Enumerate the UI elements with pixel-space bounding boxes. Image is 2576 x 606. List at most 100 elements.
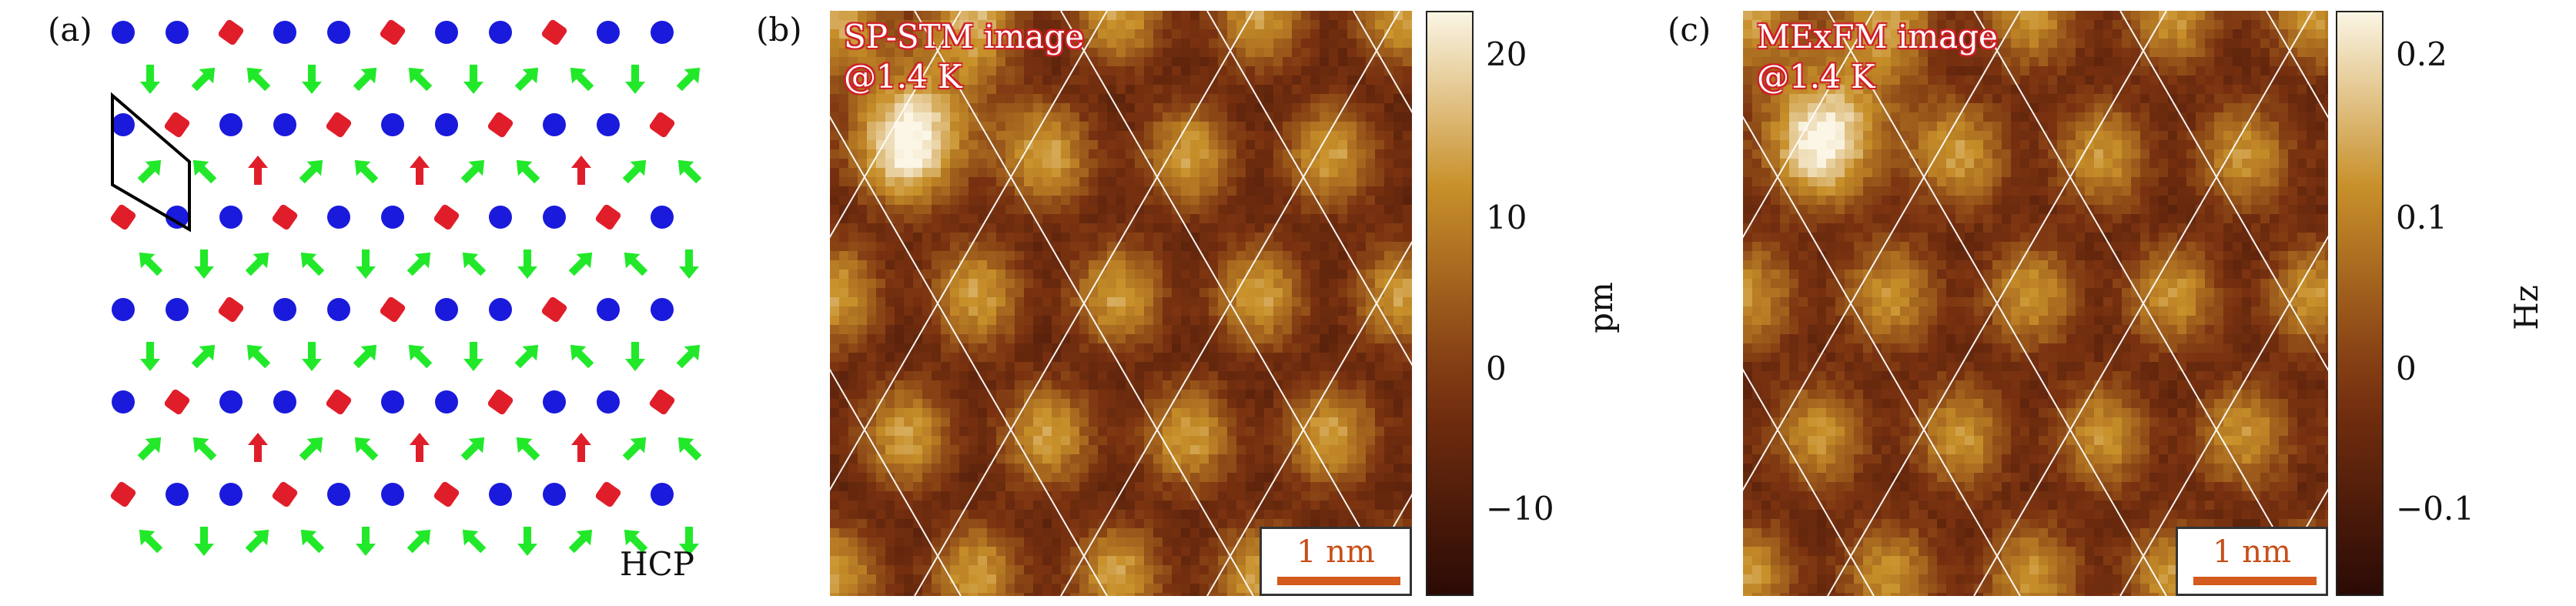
red-spin-site <box>487 112 514 138</box>
panel-b-label: (b) <box>756 11 802 49</box>
sp-stm-title-line1: SP-STM image <box>844 18 1085 55</box>
spin-arrow <box>353 67 377 92</box>
blue-atom <box>435 298 458 321</box>
spin-arrow <box>625 342 645 371</box>
spin-arrow <box>463 65 483 94</box>
blue-atom <box>219 390 243 413</box>
red-spin-site <box>272 481 298 507</box>
spin-arrow <box>408 344 433 369</box>
sp-stm-scalebar-label: 1 nm <box>1296 534 1375 570</box>
spin-arrow <box>622 159 647 184</box>
spin-arrow <box>570 344 594 369</box>
blue-atom <box>219 113 243 136</box>
blue-atom <box>435 21 458 44</box>
mexfm-cb-tick-0.1: 0.1 <box>2396 199 2447 236</box>
blue-atom <box>166 21 189 44</box>
red-spin-site <box>218 296 244 323</box>
blue-atom <box>112 113 135 136</box>
spin-arrow <box>194 249 214 279</box>
blue-atom <box>543 390 566 413</box>
blue-atom <box>597 113 620 136</box>
blue-atom <box>381 113 404 136</box>
spin-arrow <box>625 65 645 94</box>
spin-arrow <box>410 433 430 462</box>
mexfm-frequency-map <box>1743 11 2328 596</box>
mexfm-cb-tick-0: 0 <box>2396 350 2417 387</box>
blue-atom <box>166 298 189 321</box>
blue-atom <box>597 21 620 44</box>
red-spin-site <box>649 112 675 138</box>
blue-atom <box>327 21 350 44</box>
red-spin-site <box>380 296 406 323</box>
spin-arrow <box>194 527 214 556</box>
spin-arrow <box>191 67 216 92</box>
spin-arrow <box>140 65 160 94</box>
blue-atom <box>651 206 674 229</box>
spin-arrow <box>299 159 323 184</box>
blue-atom <box>435 113 458 136</box>
mexfm-title-line1: MExFM image <box>1757 18 1998 55</box>
spin-arrow <box>514 67 539 92</box>
blue-atom <box>381 206 404 229</box>
sp-stm-cb-tick-0: 0 <box>1486 350 1507 387</box>
spin-arrow <box>677 159 702 184</box>
spin-arrow <box>246 344 271 369</box>
spin-arrow <box>462 252 487 276</box>
red-spin-site <box>487 389 514 415</box>
red-spin-site <box>110 481 136 507</box>
sp-stm-scalebar-line <box>1277 577 1400 585</box>
spin-arrow <box>676 67 701 92</box>
blue-atom <box>166 206 189 229</box>
blue-atom <box>219 483 243 506</box>
spin-arrow <box>302 65 322 94</box>
blue-atom <box>112 390 135 413</box>
spin-arrow <box>571 433 591 462</box>
blue-atom <box>489 483 512 506</box>
blue-atom <box>489 298 512 321</box>
red-spin-site <box>433 204 460 230</box>
spin-arrow <box>353 344 377 369</box>
spin-arrow <box>300 529 325 554</box>
blue-atom <box>273 298 296 321</box>
panel-a-label: (a) <box>48 11 92 49</box>
sp-stm-cb-unit: pm <box>1581 282 1620 333</box>
mexfm-cb-tick-neg0.1: −0.1 <box>2396 490 2474 527</box>
sp-stm-cb-tick-20: 20 <box>1486 35 1527 73</box>
sp-stm-image: SP-STM image @1.4 K 1 nm <box>830 11 1412 596</box>
spin-arrow <box>679 527 699 556</box>
spin-arrow <box>137 437 162 461</box>
spin-arrow <box>624 529 648 554</box>
blue-atom <box>543 206 566 229</box>
spin-arrow <box>677 437 702 461</box>
spin-arrow <box>463 342 483 371</box>
spin-lattice-diagram <box>110 19 702 556</box>
spin-arrow <box>406 252 431 276</box>
red-spin-site <box>595 481 621 507</box>
red-spin-site <box>433 481 460 507</box>
blue-atom <box>219 206 243 229</box>
mexfm-scalebar-line <box>2193 577 2317 585</box>
sp-stm-title-line2: @1.4 K <box>844 58 962 95</box>
spin-arrow <box>571 156 591 185</box>
spin-arrow <box>406 529 431 554</box>
mexfm-colorbar <box>2336 11 2384 596</box>
blue-atom <box>112 298 135 321</box>
unit-cell-outline <box>111 92 191 233</box>
blue-atom <box>166 483 189 506</box>
blue-atom <box>381 483 404 506</box>
red-spin-site <box>541 296 567 323</box>
spin-arrow <box>460 437 485 461</box>
blue-atom <box>543 113 566 136</box>
blue-atom <box>381 390 404 413</box>
spin-arrow <box>192 159 217 184</box>
spin-arrow <box>516 437 540 461</box>
spin-arrow <box>139 529 163 554</box>
spin-arrow <box>410 156 430 185</box>
spin-arrow <box>302 342 322 371</box>
red-spin-site <box>595 204 621 230</box>
blue-atom <box>651 298 674 321</box>
red-spin-site <box>380 19 406 45</box>
red-spin-site <box>541 19 567 45</box>
spin-arrow <box>622 437 647 461</box>
mexfm-image: MExFM image @1.4 K 1 nm <box>1743 11 2328 596</box>
